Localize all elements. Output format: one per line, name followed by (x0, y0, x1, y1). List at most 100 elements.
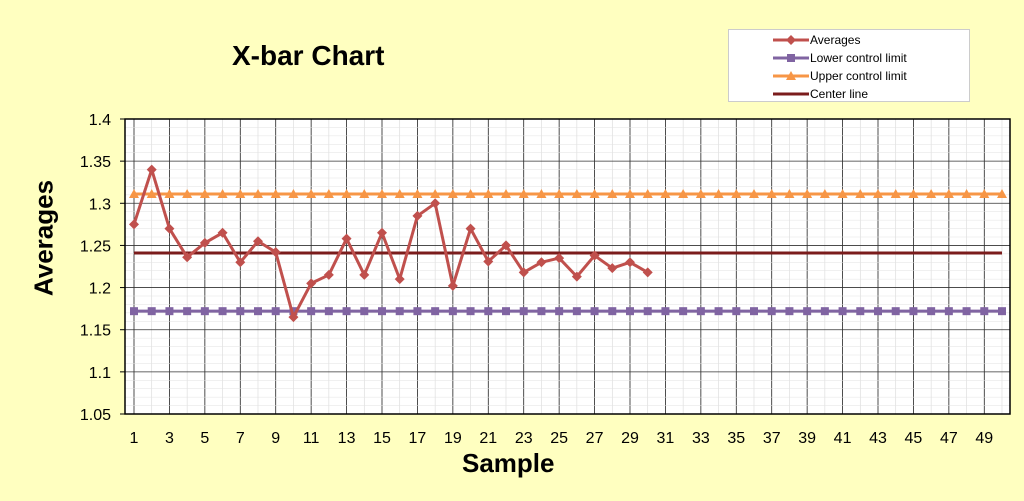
upper-control-limit-marker (589, 189, 600, 199)
upper-control-limit-marker (802, 189, 813, 199)
legend-swatch-averages (773, 35, 809, 45)
averages-point (589, 250, 600, 261)
x-tick-label: 39 (798, 430, 816, 447)
averages-point (571, 271, 582, 282)
legend-label-center-line: Center line (810, 87, 869, 101)
lower-control-limit-marker (661, 307, 670, 316)
y-tick-label: 1.4 (89, 112, 111, 129)
upper-control-limit-marker (270, 189, 281, 199)
lower-control-limit-marker (980, 307, 989, 316)
x-tick-label: 1 (130, 430, 139, 447)
x-tick-label: 3 (165, 430, 174, 447)
x-tick-label: 45 (905, 430, 923, 447)
lower-control-limit-marker (785, 307, 794, 316)
upper-control-limit-marker (536, 189, 547, 199)
legend-entry-lower-control-limit: Lower control limit (729, 49, 969, 67)
x-tick-label: 13 (338, 430, 356, 447)
averages-point (146, 164, 157, 175)
lower-control-limit-marker (590, 307, 599, 316)
averages-point (288, 312, 299, 323)
upper-control-limit-marker (235, 189, 246, 199)
chart-title: X-bar Chart (232, 40, 385, 71)
averages-point (182, 252, 193, 263)
lower-control-limit-marker (236, 307, 245, 316)
lower-control-limit-marker (891, 307, 900, 316)
lower-control-limit-marker (572, 307, 581, 316)
lower-control-limit-marker (714, 307, 723, 316)
averages-point (430, 198, 441, 209)
y-tick-label: 1.05 (80, 407, 111, 424)
lower-control-limit-marker (448, 307, 457, 316)
averages-point (235, 257, 246, 268)
x-tick-label: 37 (763, 430, 781, 447)
lower-control-limit-marker (820, 307, 829, 316)
averages-point (323, 269, 334, 280)
upper-control-limit-marker (926, 189, 937, 199)
upper-control-limit-marker (501, 189, 511, 199)
plot-border (124, 118, 1011, 415)
x-tick-label: 29 (621, 430, 639, 447)
upper-control-limit-marker (518, 189, 529, 199)
upper-control-limit-marker (164, 189, 175, 199)
upper-control-limit-marker (695, 189, 706, 199)
lower-control-limit-marker (466, 307, 475, 316)
x-tick-label: 27 (586, 430, 604, 447)
upper-control-limit-marker (749, 189, 759, 199)
lower-control-limit-marker (998, 307, 1006, 316)
lower-control-limit-marker (944, 307, 953, 316)
lower-control-limit-marker (307, 307, 316, 316)
upper-control-limit-marker (447, 189, 458, 199)
upper-control-limit-marker (660, 189, 671, 199)
x-tick-label: 19 (444, 430, 462, 447)
averages-point (625, 257, 635, 268)
upper-control-limit-marker (129, 189, 139, 199)
lower-control-limit-marker (360, 307, 369, 316)
upper-control-limit-marker (855, 189, 866, 199)
upper-control-limit-marker (766, 189, 777, 199)
upper-control-limit-marker (430, 189, 441, 199)
lower-control-limit-marker (874, 307, 882, 316)
lower-control-limit-marker (289, 307, 298, 316)
averages-point (359, 269, 370, 280)
lower-control-limit-marker (183, 307, 192, 316)
lower-control-limit-marker (838, 307, 847, 316)
upper-control-limit-marker (571, 189, 582, 199)
averages-point (270, 247, 281, 258)
legend: Averages Lower control limit Upper contr… (728, 29, 970, 102)
averages-point (447, 280, 458, 291)
upper-control-limit-marker (784, 189, 795, 199)
lower-control-limit-marker (962, 307, 971, 316)
x-tick-label: 43 (869, 430, 887, 447)
lower-control-limit-marker (537, 307, 546, 316)
averages-point (536, 257, 547, 268)
lower-control-limit-marker (767, 307, 776, 316)
x-tick-label: 17 (409, 430, 427, 447)
legend-label-averages: Averages (810, 33, 861, 47)
lower-control-limit-marker (254, 307, 262, 316)
lower-control-limit-marker (484, 307, 493, 316)
lower-control-limit-marker (200, 307, 209, 316)
legend-label-lower-control-limit: Lower control limit (810, 51, 907, 65)
lower-control-limit-marker (502, 307, 510, 316)
averages-point (253, 236, 263, 247)
lower-control-limit-marker (909, 307, 918, 316)
y-tick-label: 1.15 (80, 323, 111, 340)
lower-control-limit-marker (679, 307, 688, 316)
legend-label-upper-control-limit: Upper control limit (810, 69, 907, 83)
upper-control-limit-marker (323, 189, 334, 199)
upper-control-limit-marker (837, 189, 848, 199)
upper-control-limit-marker (731, 189, 742, 199)
x-tick-label: 9 (271, 430, 280, 447)
averages-point (642, 267, 653, 278)
upper-control-limit-marker (642, 189, 653, 199)
lower-control-limit-marker (803, 307, 812, 316)
legend-swatch-center-line (773, 92, 809, 96)
upper-control-limit-marker (713, 189, 724, 199)
lower-control-limit-marker (750, 307, 758, 316)
lower-control-limit-marker (927, 307, 936, 316)
lower-control-limit-marker (271, 307, 280, 316)
lower-control-limit-marker (696, 307, 705, 316)
x-tick-label: 25 (550, 430, 568, 447)
lower-control-limit-marker (732, 307, 741, 316)
